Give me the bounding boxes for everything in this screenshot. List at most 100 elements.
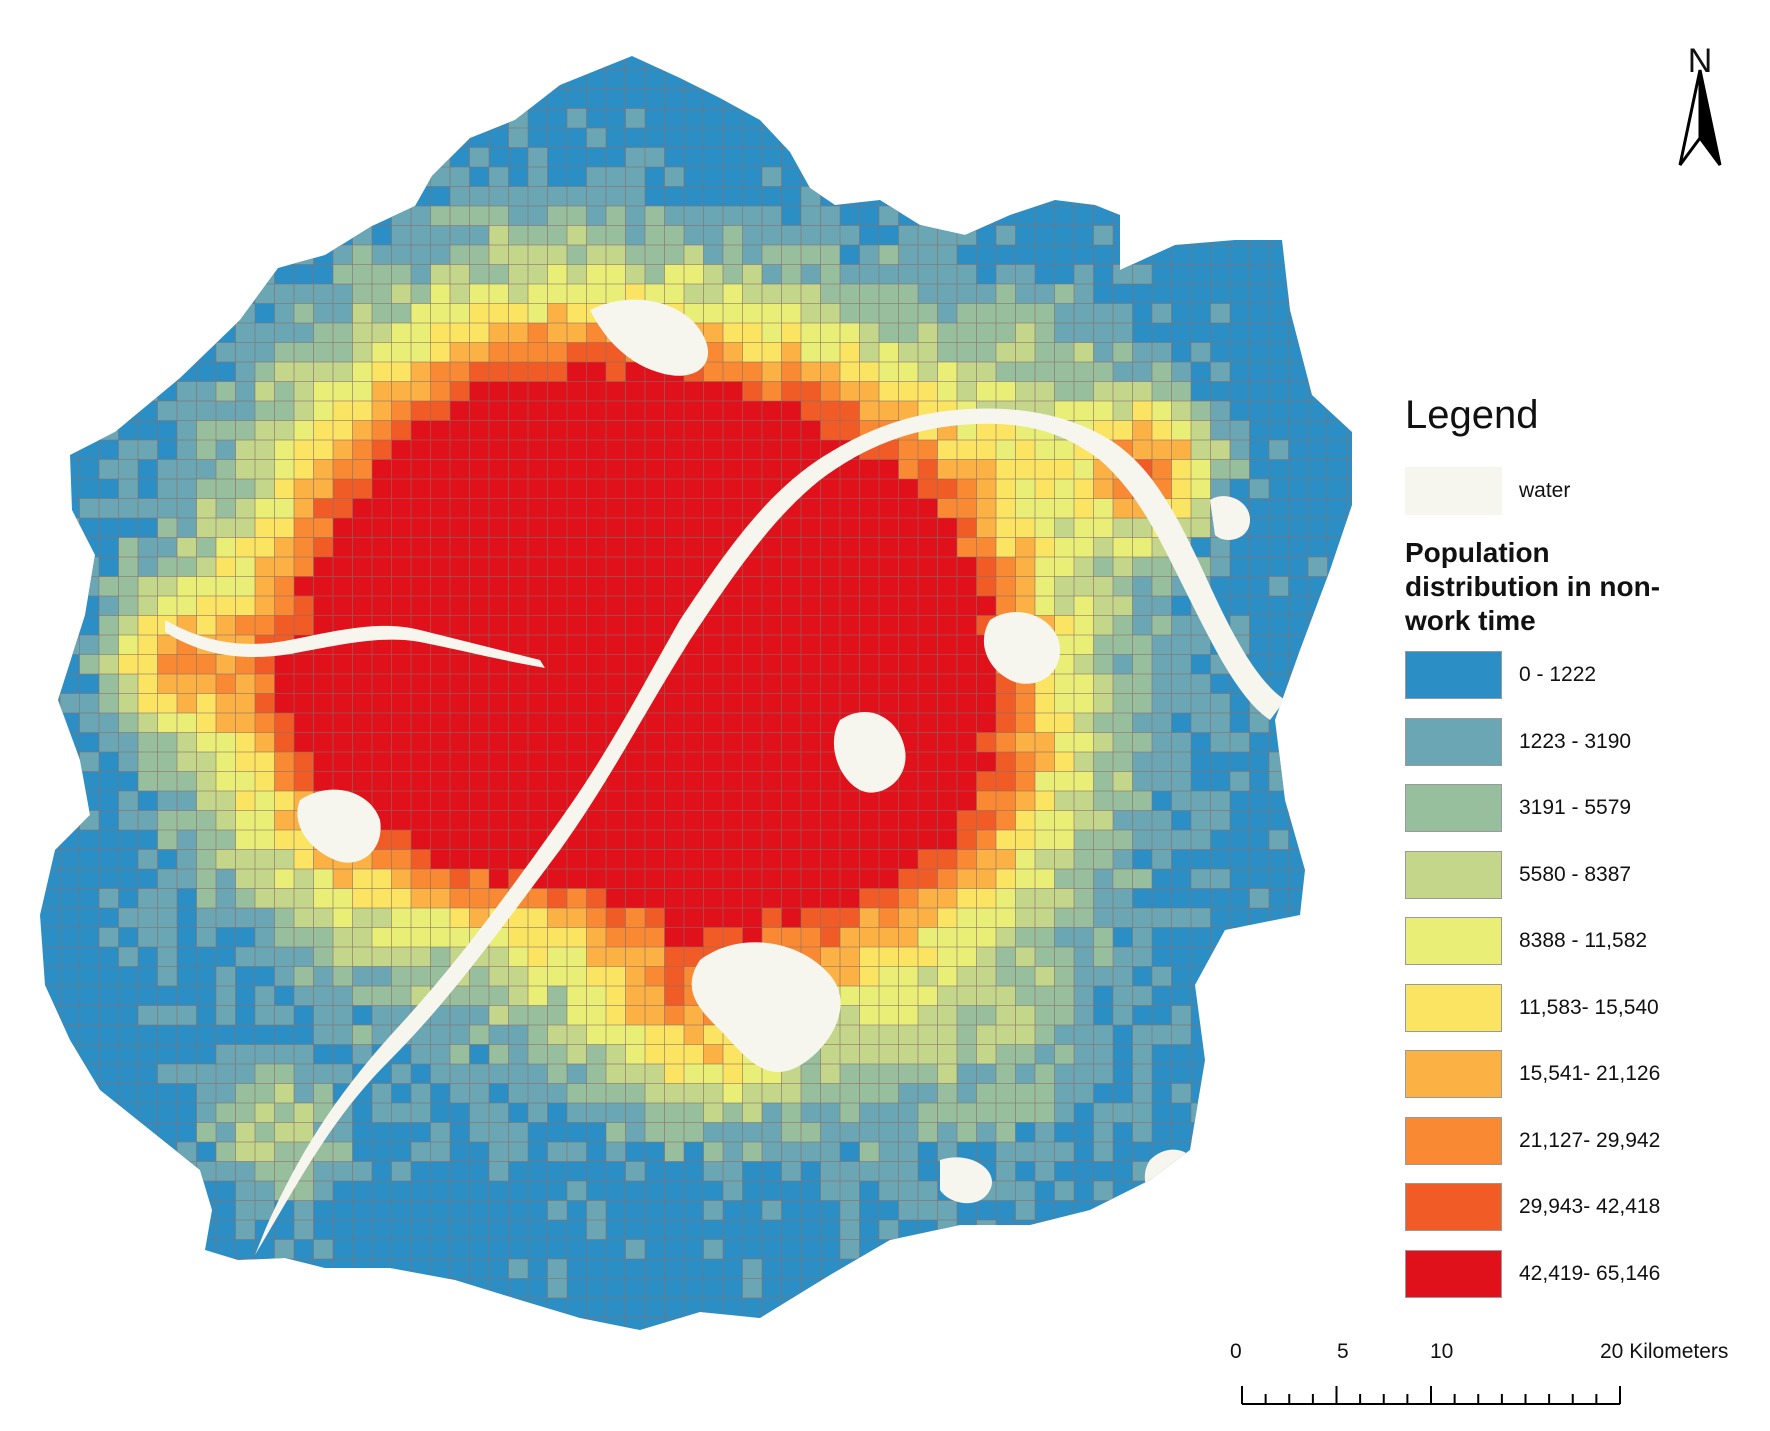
density-cell xyxy=(918,1064,938,1084)
density-cell xyxy=(547,771,567,791)
density-cell xyxy=(801,147,821,167)
density-cell xyxy=(820,674,840,694)
density-cell xyxy=(450,401,470,421)
density-cell xyxy=(313,654,333,674)
density-cell xyxy=(313,713,333,733)
density-cell xyxy=(1113,498,1133,518)
legend-class-swatch xyxy=(1405,717,1502,766)
density-cell xyxy=(1074,674,1094,694)
density-cell xyxy=(859,869,879,889)
density-cell xyxy=(469,791,489,811)
density-cell xyxy=(664,596,684,616)
density-cell xyxy=(508,1142,528,1162)
density-cell xyxy=(976,381,996,401)
density-cell xyxy=(255,479,275,499)
density-cell xyxy=(879,440,899,460)
density-cell xyxy=(1074,342,1094,362)
density-cell xyxy=(820,420,840,440)
density-cell xyxy=(1152,440,1172,460)
density-cell xyxy=(333,713,353,733)
density-cell xyxy=(99,927,119,947)
density-cell xyxy=(1269,440,1289,460)
density-cell xyxy=(1230,771,1250,791)
density-cell xyxy=(1132,674,1152,694)
density-cell xyxy=(1132,557,1152,577)
density-cell xyxy=(781,518,801,538)
density-cell xyxy=(937,323,957,343)
density-cell xyxy=(138,674,158,694)
density-cell xyxy=(1093,1064,1113,1084)
density-cell xyxy=(235,596,255,616)
density-cell xyxy=(742,557,762,577)
density-cell xyxy=(937,693,957,713)
density-cell xyxy=(450,752,470,772)
density-cell xyxy=(469,869,489,889)
density-cell xyxy=(918,518,938,538)
density-cell xyxy=(352,303,372,323)
density-cell xyxy=(937,752,957,772)
density-cell xyxy=(723,693,743,713)
density-cell xyxy=(196,596,216,616)
density-cell xyxy=(996,557,1016,577)
density-cell xyxy=(586,908,606,928)
density-cell xyxy=(586,654,606,674)
density-cell xyxy=(606,966,626,986)
density-cell xyxy=(450,537,470,557)
density-cell xyxy=(528,791,548,811)
density-cell xyxy=(898,674,918,694)
density-cell xyxy=(645,966,665,986)
density-cell xyxy=(157,1161,177,1181)
density-cell xyxy=(1074,1044,1094,1064)
density-cell xyxy=(664,1025,684,1045)
density-cell xyxy=(1093,1103,1113,1123)
density-cell xyxy=(372,342,392,362)
density-cell xyxy=(801,596,821,616)
density-cell xyxy=(528,264,548,284)
density-cell xyxy=(976,674,996,694)
density-cell xyxy=(801,713,821,733)
density-cell xyxy=(606,1142,626,1162)
density-cell xyxy=(1035,791,1055,811)
density-cell xyxy=(723,420,743,440)
density-cell xyxy=(547,186,567,206)
density-cell xyxy=(664,420,684,440)
density-cell xyxy=(450,791,470,811)
density-cell xyxy=(1015,479,1035,499)
density-cell xyxy=(177,693,197,713)
density-cell xyxy=(372,362,392,382)
density-cell xyxy=(294,654,314,674)
density-cell xyxy=(898,1005,918,1025)
density-cell xyxy=(879,1122,899,1142)
density-cell xyxy=(840,264,860,284)
density-cell xyxy=(976,771,996,791)
density-cell xyxy=(1054,1142,1074,1162)
density-cell xyxy=(430,576,450,596)
density-cell xyxy=(664,576,684,596)
density-cell xyxy=(957,1083,977,1103)
density-cell xyxy=(450,908,470,928)
density-cell xyxy=(489,966,509,986)
density-cell xyxy=(333,284,353,304)
density-cell xyxy=(781,537,801,557)
density-cell xyxy=(528,167,548,187)
density-cell xyxy=(645,381,665,401)
density-cell xyxy=(411,810,431,830)
density-cell xyxy=(723,362,743,382)
density-cell xyxy=(840,323,860,343)
density-cell xyxy=(372,167,392,187)
density-cell xyxy=(79,576,99,596)
density-cell xyxy=(606,498,626,518)
density-cell xyxy=(703,654,723,674)
density-cell xyxy=(664,440,684,460)
density-cell xyxy=(820,869,840,889)
density-cell xyxy=(762,654,782,674)
density-cell xyxy=(1132,791,1152,811)
density-cell xyxy=(372,869,392,889)
density-cell xyxy=(138,693,158,713)
density-cell xyxy=(820,245,840,265)
density-cell xyxy=(235,362,255,382)
density-cell xyxy=(898,245,918,265)
density-cell xyxy=(625,966,645,986)
density-cell xyxy=(703,1083,723,1103)
density-cell xyxy=(996,420,1016,440)
